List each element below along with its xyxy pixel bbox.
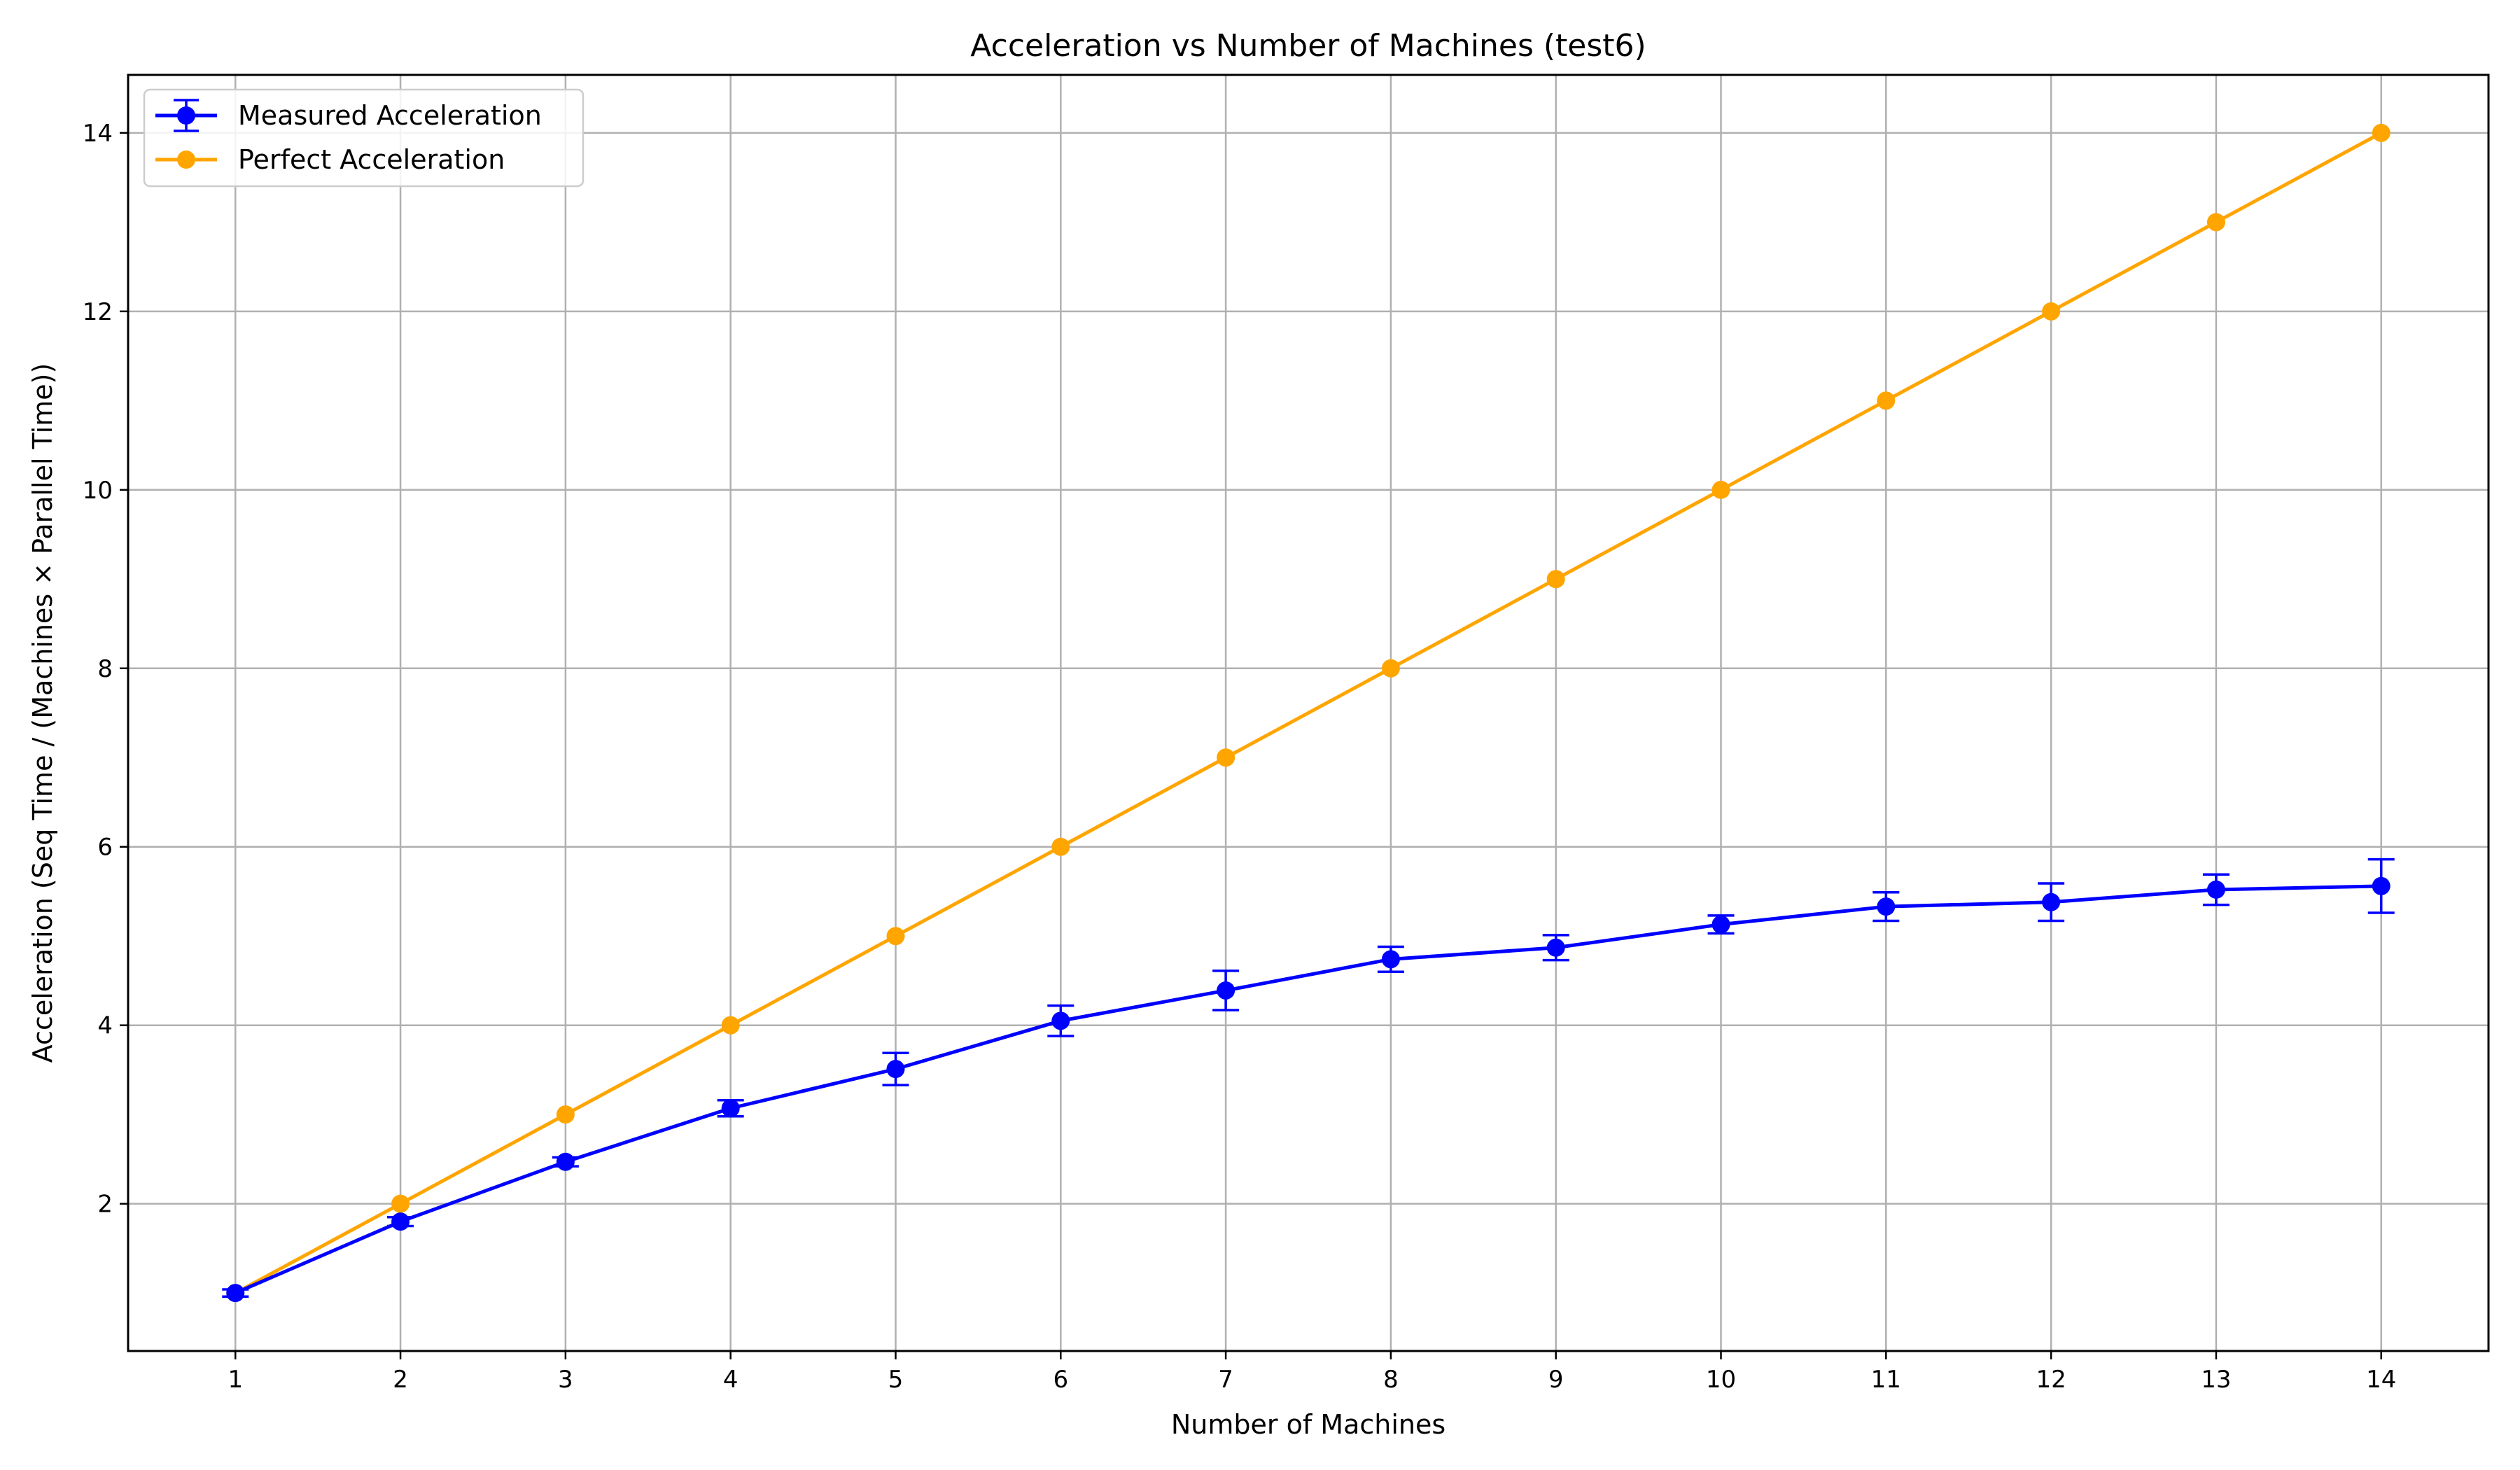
legend-marker bbox=[177, 150, 195, 169]
series-line bbox=[234, 131, 2382, 1295]
x-tick-label: 10 bbox=[1706, 1366, 1736, 1394]
legend-label: Perfect Acceleration bbox=[238, 144, 505, 175]
data-point bbox=[2206, 880, 2225, 899]
x-tick-label: 2 bbox=[393, 1366, 408, 1394]
data-point bbox=[556, 1105, 575, 1124]
legend-marker bbox=[177, 106, 195, 125]
legend-box bbox=[143, 88, 584, 188]
data-point bbox=[721, 1016, 740, 1035]
data-point bbox=[2042, 892, 2061, 911]
data-point bbox=[1381, 950, 1400, 969]
x-axis-label: Number of Machines bbox=[1171, 1409, 1446, 1440]
y-tick-label: 8 bbox=[97, 655, 113, 683]
x-tick-label: 7 bbox=[1218, 1366, 1233, 1394]
data-point bbox=[2206, 213, 2225, 232]
series-0 bbox=[222, 858, 2395, 1303]
x-tick-label: 8 bbox=[1383, 1366, 1399, 1394]
data-point bbox=[2372, 123, 2390, 142]
data-point bbox=[1051, 837, 1070, 856]
data-point bbox=[391, 1212, 410, 1231]
data-point bbox=[391, 1194, 410, 1213]
data-point bbox=[1051, 1011, 1070, 1030]
y-tick-label: 10 bbox=[83, 477, 113, 505]
data-point bbox=[1546, 570, 1565, 589]
grid bbox=[128, 75, 2488, 1351]
y-tick-label: 12 bbox=[83, 298, 113, 326]
y-axis-label: Acceleration (Seq Time / (Machines × Par… bbox=[27, 363, 58, 1063]
series-layer bbox=[222, 123, 2395, 1303]
data-point bbox=[886, 927, 905, 946]
data-point bbox=[1217, 981, 1236, 1000]
plot-frame bbox=[127, 74, 2490, 1352]
x-tick-label: 9 bbox=[1548, 1366, 1564, 1394]
data-point bbox=[2042, 302, 2061, 321]
x-tick-label: 3 bbox=[558, 1366, 573, 1394]
x-tick-label: 12 bbox=[2036, 1366, 2066, 1394]
series-line bbox=[234, 884, 2381, 1295]
legend-item: Measured Acceleration bbox=[155, 99, 542, 132]
data-point bbox=[1877, 391, 1896, 410]
data-point bbox=[721, 1099, 740, 1118]
legend-item: Perfect Acceleration bbox=[155, 144, 505, 175]
data-point bbox=[1381, 659, 1400, 678]
data-point bbox=[1877, 897, 1896, 916]
x-tick-label: 5 bbox=[888, 1366, 904, 1394]
x-tick-label: 1 bbox=[227, 1366, 243, 1394]
x-tick-label: 13 bbox=[2201, 1366, 2231, 1394]
legend: Measured Acceleration Perfect Acceleratio… bbox=[143, 88, 584, 188]
x-tick-label: 6 bbox=[1053, 1366, 1068, 1394]
data-point bbox=[1546, 938, 1565, 957]
x-tick-label: 14 bbox=[2366, 1366, 2396, 1394]
data-point bbox=[886, 1060, 905, 1079]
chart-title: Acceleration vs Number of Machines (test… bbox=[970, 28, 1646, 64]
data-point bbox=[556, 1152, 575, 1171]
y-tick-label: 2 bbox=[97, 1191, 113, 1219]
data-point bbox=[1217, 748, 1236, 767]
data-point bbox=[226, 1284, 245, 1303]
y-tick-label: 6 bbox=[97, 834, 113, 862]
legend-label: Measured Acceleration bbox=[238, 100, 542, 131]
data-point bbox=[1712, 915, 1730, 934]
y-tick-label: 4 bbox=[97, 1012, 113, 1040]
y-tick-label: 14 bbox=[83, 120, 113, 148]
x-tick-label: 4 bbox=[723, 1366, 738, 1394]
x-tick-label: 11 bbox=[1871, 1366, 1901, 1394]
data-point bbox=[2372, 876, 2390, 895]
data-point bbox=[1712, 480, 1730, 499]
